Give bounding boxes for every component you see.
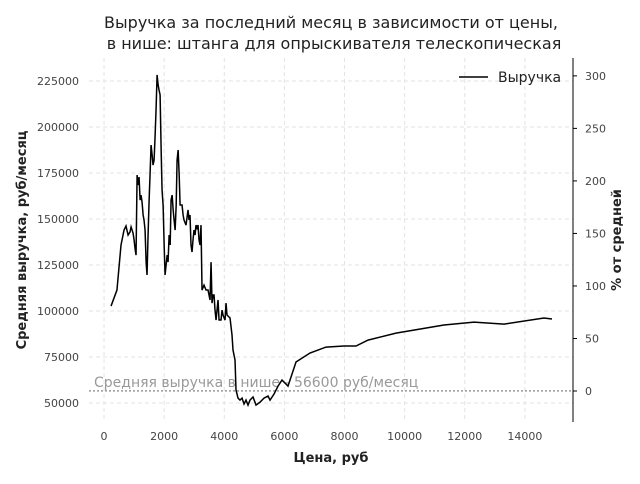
y-tick-label: 125000 <box>37 259 79 272</box>
x-tick-label: 12000 <box>447 430 482 443</box>
y-axis-label: Средняя выручка, руб/месяц <box>15 130 30 349</box>
y-tick-label: 225000 <box>37 75 79 88</box>
reference-label: Средняя выручка в нише - 56600 руб/месяц <box>94 375 418 391</box>
y2-tick-label: 250 <box>585 122 606 135</box>
y-tick-label: 75000 <box>44 351 79 364</box>
x-tick-label: 14000 <box>507 430 542 443</box>
chart-subtitle: в нише: штанга для опрыскивателя телеско… <box>107 34 562 53</box>
legend-label: Выручка <box>498 70 561 86</box>
y2-tick-label: 300 <box>585 70 606 83</box>
x-tick-label: 0 <box>101 430 108 443</box>
chart-title: Выручка за последний месяц в зависимости… <box>104 13 558 32</box>
x-axis-label: Цена, руб <box>294 451 369 466</box>
y2-tick-label: 50 <box>585 332 599 345</box>
x-tick-label: 4000 <box>210 430 238 443</box>
x-tick-label: 6000 <box>270 430 298 443</box>
y-tick-label: 175000 <box>37 167 79 180</box>
y2-tick-label: 0 <box>585 385 592 398</box>
line <box>110 74 553 408</box>
x-tick-label: 10000 <box>387 430 422 443</box>
y-tick-label: 150000 <box>37 213 79 226</box>
y-tick-label: 200000 <box>37 121 79 134</box>
y-tick-label: 100000 <box>37 305 79 318</box>
y2-tick-label: 100 <box>585 280 606 293</box>
y2-tick-label: 200 <box>585 175 606 188</box>
y2-axis-label: % от средней <box>610 189 625 291</box>
y-tick-label: 50000 <box>44 397 79 410</box>
x-tick-label: 2000 <box>150 430 178 443</box>
x-tick-label: 8000 <box>331 430 359 443</box>
y2-tick-label: 150 <box>585 227 606 240</box>
